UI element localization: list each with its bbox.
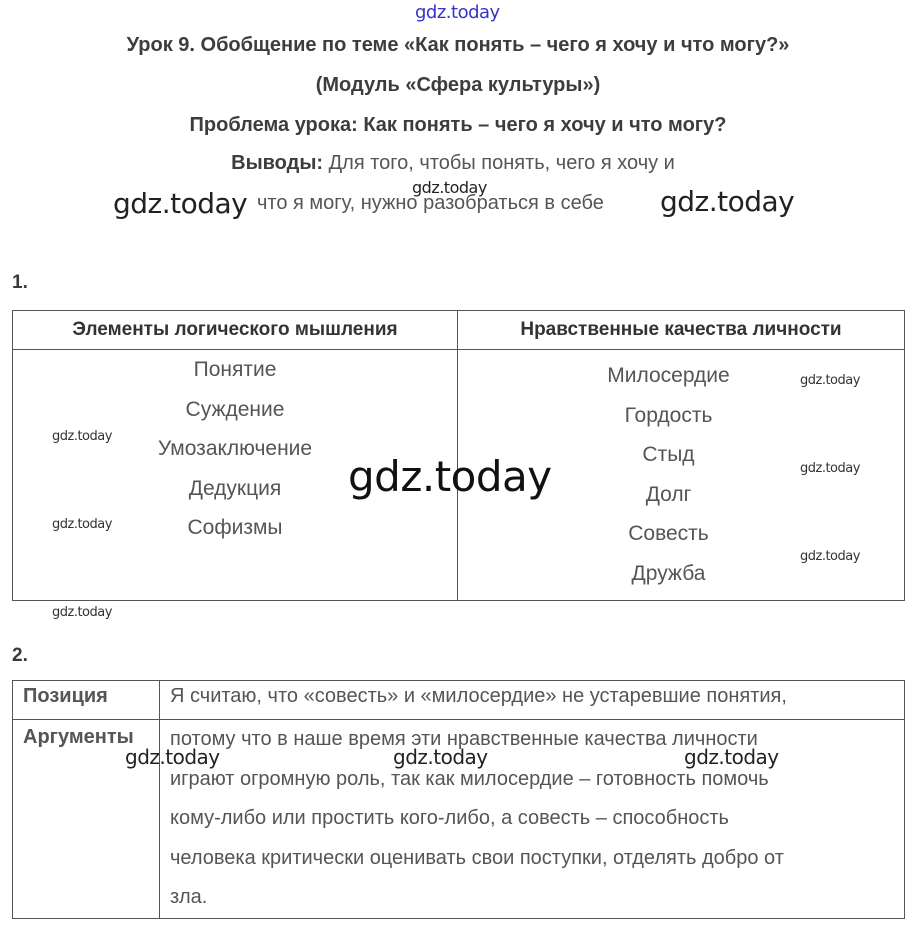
column-header-logic: Элементы логического мышления	[12, 310, 458, 350]
lesson-title: Урок 9. Обобщение по теме «Как понять – …	[126, 34, 790, 56]
watermark: gdz.today	[52, 429, 112, 444]
column-header-moral: Нравственные качества личности	[457, 310, 905, 350]
moral-qualities-list: Милосердие Гордость Стыд Долг Совесть Др…	[458, 356, 904, 593]
watermark: gdz.today	[800, 461, 860, 476]
watermark: gdz.today	[800, 549, 860, 564]
list-item: Дружба	[631, 561, 706, 585]
list-item: Милосердие	[607, 364, 730, 387]
watermark: gdz.today	[393, 745, 488, 769]
lesson-problem: Проблема урока: Как понять – чего я хочу…	[189, 114, 727, 136]
list-item: Долг	[645, 482, 692, 506]
watermark: gdz.today	[660, 185, 795, 218]
list-item: Стыд	[642, 443, 695, 466]
conclusions-line1: Выводы: Для того, чтобы понять, чего я х…	[0, 152, 911, 175]
list-item: Софизмы	[187, 516, 283, 539]
moral-qualities-cell: Милосердие Гордость Стыд Долг Совесть Др…	[457, 349, 905, 601]
task2-number: 2.	[12, 645, 28, 666]
argument-line: потому что в наше время эти нравственные…	[170, 728, 758, 750]
task1-table: Элементы логического мышления Нравственн…	[12, 310, 905, 601]
watermark: gdz.today	[684, 745, 779, 769]
list-item: Совесть	[628, 522, 709, 545]
watermark: gdz.today	[348, 452, 552, 501]
conclusions-line2: что я могу, нужно разобраться в себе	[257, 192, 604, 214]
list-item: Понятие	[193, 358, 277, 381]
watermark: gdz.today	[52, 605, 112, 620]
watermark: gdz.today	[125, 745, 220, 769]
position-label: Позиция	[12, 680, 160, 720]
conclusions-text1: Для того, чтобы понять, чего я хочу и	[328, 152, 675, 174]
argument-line: зла.	[170, 886, 208, 908]
position-text: Я считаю, что «совесть» и «милосердие» н…	[159, 680, 905, 720]
watermark: gdz.today	[800, 373, 860, 388]
watermark: gdz.today	[113, 187, 248, 220]
task1-number: 1.	[12, 272, 28, 293]
list-item: Суждение	[185, 397, 285, 421]
argument-line: человека критически оценивать свои посту…	[170, 846, 784, 869]
arguments-label: Аргументы	[12, 719, 160, 919]
argument-line: играют огромную роль, так как милосердие…	[170, 767, 769, 790]
task2-table: Позиция Я считаю, что «совесть» и «милос…	[12, 680, 905, 919]
list-item: Умозаключение	[157, 437, 313, 460]
conclusions-label: Выводы:	[231, 152, 324, 174]
module-subtitle: (Модуль «Сфера культуры»)	[315, 74, 601, 96]
logic-elements-cell: Понятие Суждение Умозаключение Дедукция …	[12, 349, 458, 601]
list-item: Гордость	[624, 403, 713, 427]
watermark: gdz.today	[52, 517, 112, 532]
watermark: gdz.today	[412, 178, 487, 197]
watermark: gdz.today	[415, 2, 500, 23]
argument-line: кому-либо или простить кого-либо, а сове…	[170, 807, 729, 829]
arguments-cell: потому что в наше время эти нравственные…	[159, 719, 905, 919]
list-item: Дедукция	[188, 476, 282, 500]
logic-elements-list: Понятие Суждение Умозаключение Дедукция …	[13, 350, 457, 548]
